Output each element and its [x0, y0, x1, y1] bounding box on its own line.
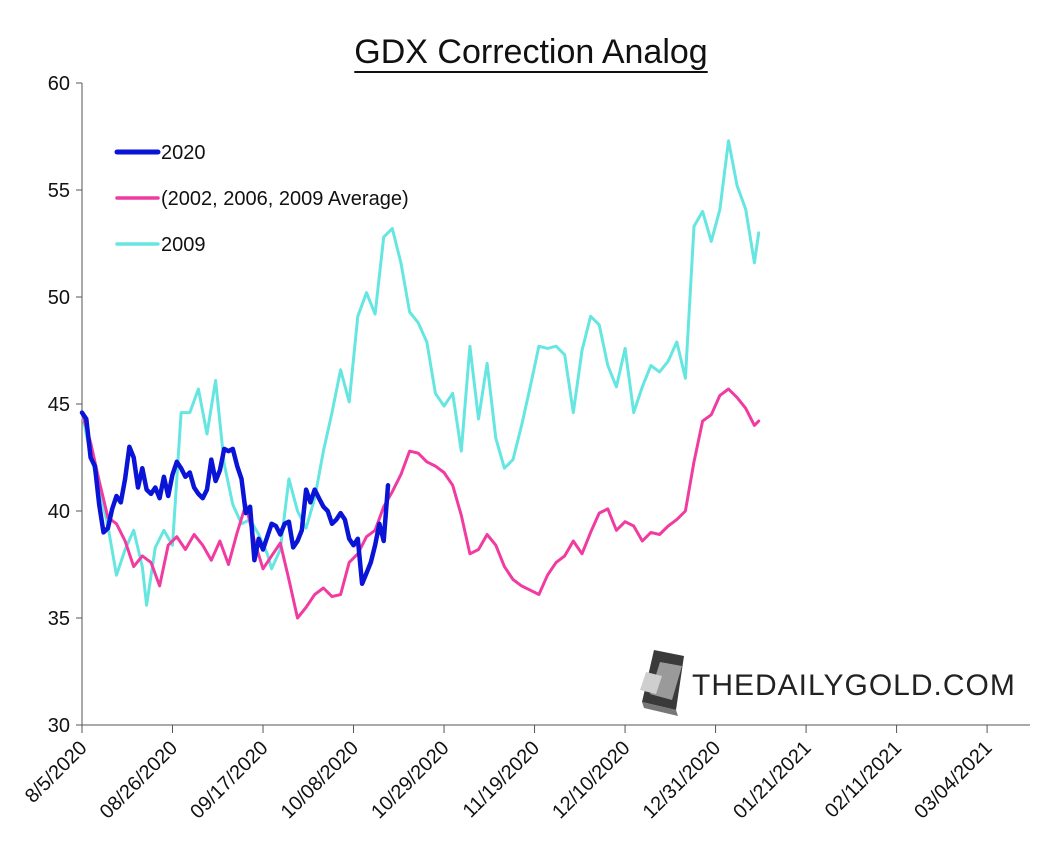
series-layer: [79, 139, 761, 620]
gold-bar-logo-icon: [640, 650, 684, 716]
legend-label: 2009: [161, 234, 206, 256]
y-tick-label: 50: [48, 287, 70, 309]
chart-title: GDX Correction Analog: [354, 33, 707, 71]
watermark: THEDAILYGOLD.COM: [640, 650, 1016, 716]
y-tick-label: 40: [48, 501, 70, 523]
y-tick-label: 45: [48, 394, 70, 416]
y-tick-label: 60: [48, 73, 70, 95]
legend: 2020 (2002, 2006, 2009 Average) 2009: [114, 142, 409, 256]
y-tick-label: 30: [48, 715, 70, 737]
watermark-text: THEDAILYGOLD.COM: [692, 669, 1016, 702]
series-line-0: [79, 410, 391, 587]
series-line-1: [80, 387, 761, 620]
y-tick-label: 55: [48, 180, 70, 202]
legend-label: 2020: [161, 142, 206, 164]
legend-label: (2002, 2006, 2009 Average): [161, 188, 409, 210]
series-line-2: [80, 139, 761, 607]
y-tick-label: 35: [48, 608, 70, 630]
